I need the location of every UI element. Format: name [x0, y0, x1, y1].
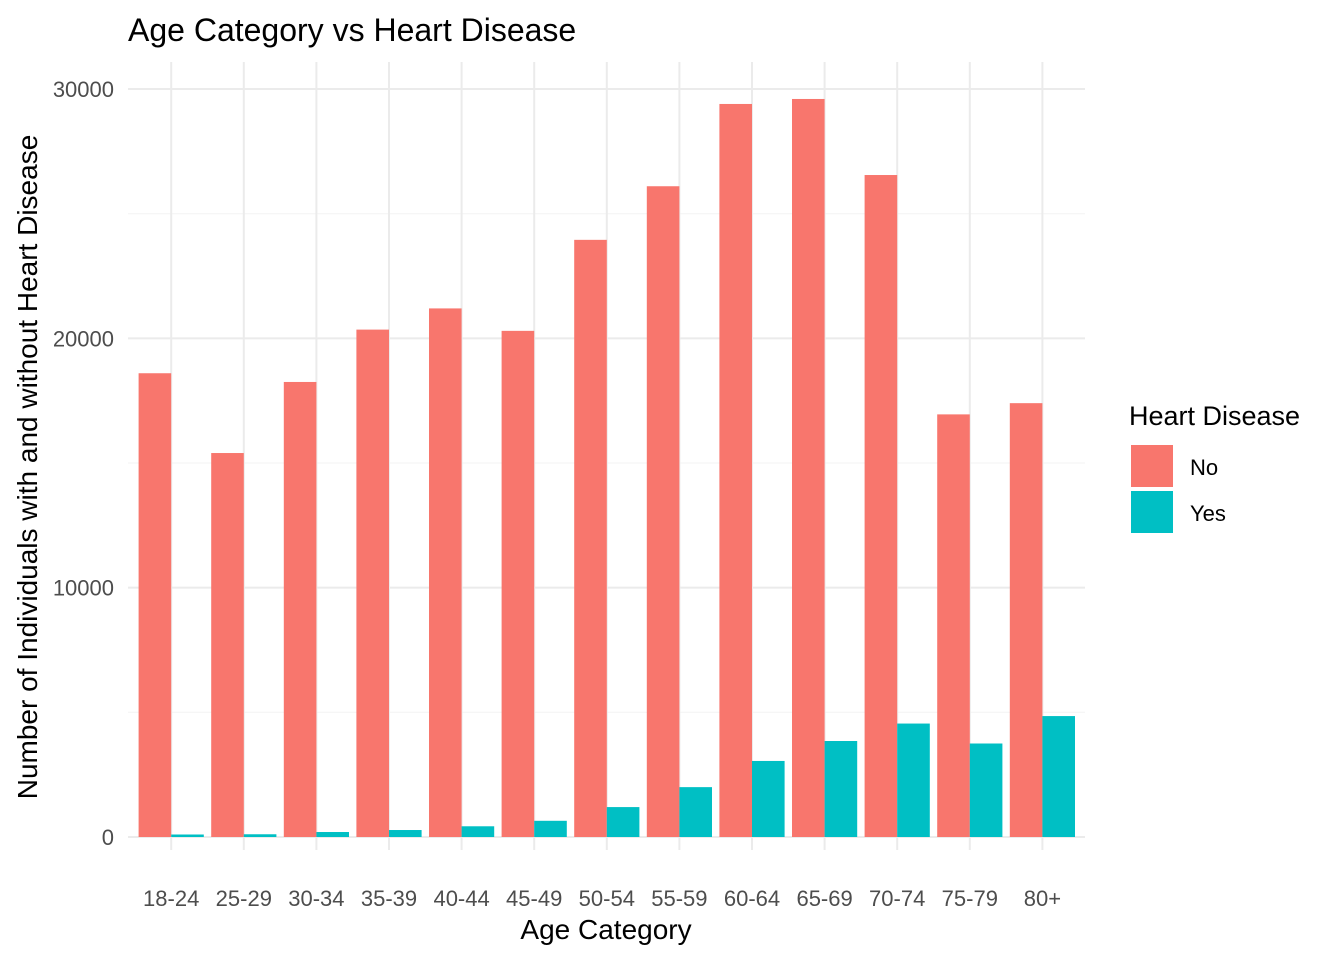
x-tick-label: 70-74: [869, 886, 925, 911]
bar-no-80+: [1009, 403, 1043, 837]
y-tick-label: 30000: [53, 77, 114, 102]
x-tick-label: 18-24: [143, 886, 199, 911]
bar-no-18-24: [138, 373, 172, 837]
legend-label-yes: Yes: [1190, 501, 1226, 526]
y-tick-label: 20000: [53, 326, 114, 351]
x-tick-label: 75-79: [942, 886, 998, 911]
bar-no-45-49: [501, 330, 535, 837]
bar-no-75-79: [937, 414, 970, 837]
x-tick-label: 50-54: [579, 886, 635, 911]
bar-no-55-59: [646, 186, 680, 838]
x-tick-label: 40-44: [433, 886, 489, 911]
x-tick-label: 55-59: [651, 886, 707, 911]
x-axis-title: Age Category: [520, 914, 691, 945]
bar-yes-18-24: [171, 834, 204, 837]
bar-no-30-34: [283, 381, 317, 837]
y-axis-ticks: 0 10000 20000 30000: [53, 77, 114, 850]
bar-yes-45-49: [534, 820, 567, 837]
bar-yes-75-79: [969, 743, 1003, 837]
bar-no-50-54: [574, 239, 607, 837]
chart-title: Age Category vs Heart Disease: [128, 12, 576, 48]
x-tick-label: 45-49: [506, 886, 562, 911]
bar-yes-60-64: [752, 760, 785, 837]
bar-no-70-74: [864, 175, 898, 837]
legend-key-no: [1131, 445, 1173, 487]
y-tick-label: 0: [102, 825, 114, 850]
bar-yes-35-39: [389, 830, 422, 837]
bar-yes-25-29: [243, 834, 277, 837]
y-axis-title: Number of Individuals with and without H…: [12, 135, 43, 800]
x-tick-label: 25-29: [216, 886, 272, 911]
bar-yes-80+: [1042, 716, 1075, 837]
bar-yes-50-54: [606, 807, 640, 837]
x-tick-label: 35-39: [361, 886, 417, 911]
bar-yes-40-44: [461, 826, 495, 837]
x-tick-label: 65-69: [796, 886, 852, 911]
bar-no-40-44: [429, 308, 462, 837]
x-tick-label: 60-64: [724, 886, 780, 911]
bars: [138, 98, 1075, 838]
legend-title: Heart Disease: [1129, 401, 1300, 431]
bar-no-35-39: [356, 329, 389, 837]
legend-label-no: No: [1190, 455, 1218, 480]
legend-key-yes: [1131, 491, 1173, 533]
bar-no-60-64: [719, 103, 752, 837]
x-tick-label: 30-34: [288, 886, 344, 911]
bar-yes-55-59: [679, 787, 712, 837]
x-tick-label: 80+: [1024, 886, 1061, 911]
bar-yes-70-74: [897, 723, 930, 837]
bar-no-65-69: [792, 98, 825, 838]
bar-no-25-29: [211, 453, 244, 837]
x-axis-ticks: 18-24 25-29 30-34 35-39 40-44 45-49 50-54 55-59…: [143, 886, 1061, 911]
y-tick-label: 10000: [53, 576, 114, 601]
bar-yes-65-69: [824, 741, 858, 837]
bar-yes-30-34: [316, 832, 349, 837]
legend: Heart Disease No Yes: [1129, 401, 1300, 533]
